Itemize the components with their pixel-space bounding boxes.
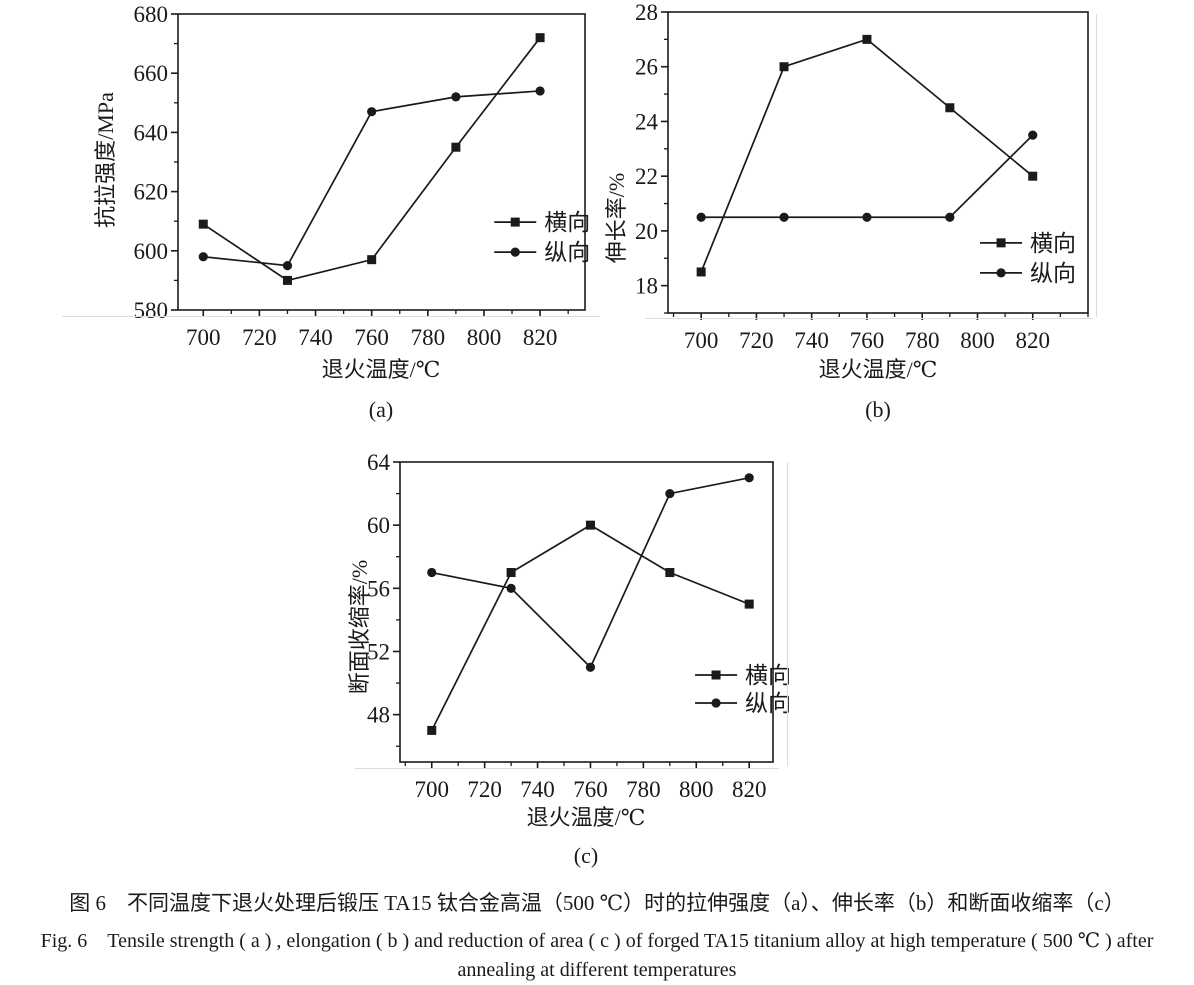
y-tick-label: 22 (635, 164, 658, 189)
x-tick-label: 780 (411, 325, 446, 350)
chart-c-sublabel: (c) (573, 843, 599, 868)
figure-caption-english-line2: annealing at different temperatures (457, 959, 737, 981)
chart-a-sublabel: (a) (368, 397, 394, 422)
scan-artifact-line (645, 318, 1093, 319)
y-tick-label: 640 (134, 120, 169, 145)
x-tick-label: 720 (467, 777, 502, 802)
y-tick-label: 48 (367, 703, 390, 728)
scan-artifact-line (787, 462, 788, 766)
x-tick-label: 820 (1015, 328, 1050, 353)
x-tick-label: 720 (739, 328, 774, 353)
y-tick-label: 680 (134, 2, 169, 27)
legend-label: 横向 (1030, 231, 1076, 256)
x-tick-label: 820 (732, 777, 767, 802)
x-tick-label: 780 (905, 328, 940, 353)
x-tick-label: 800 (679, 777, 714, 802)
y-tick-label: 52 (367, 639, 390, 664)
plot-border (399, 461, 774, 763)
y-tick-label: 600 (134, 239, 169, 264)
y-tick-label: 64 (367, 450, 391, 475)
legend-label: 纵向 (1030, 261, 1076, 286)
legend-label: 横向 (745, 663, 791, 688)
y-tick-label: 660 (134, 61, 169, 86)
plot-border (667, 11, 1089, 314)
y-tick-label: 24 (635, 109, 659, 134)
chart-b-y-axis-label: 伸长率/% (604, 172, 629, 264)
x-tick-label: 740 (794, 328, 829, 353)
x-tick-label: 740 (298, 325, 333, 350)
x-tick-label: 720 (242, 325, 277, 350)
x-tick-label: 820 (523, 325, 558, 350)
figure-caption-chinese: 图 6 不同温度下退火处理后锻压 TA15 钛合金高温（500 ℃）时的拉伸强度… (69, 891, 1125, 915)
x-tick-label: 760 (573, 777, 608, 802)
y-tick-label: 18 (635, 274, 658, 299)
series-transverse (696, 34, 1038, 277)
y-tick-label: 20 (635, 219, 658, 244)
axes: 700 720 740 760 780 800 820 580 600 620 640 660 680 (134, 2, 586, 350)
series-longitudinal (198, 86, 545, 271)
x-tick-label: 800 (960, 328, 995, 353)
legend-label: 纵向 (745, 691, 791, 716)
legend-label: 纵向 (544, 240, 590, 265)
chart-a-x-axis-label: 退火温度/℃ (321, 357, 441, 382)
x-tick-label: 700 (414, 777, 449, 802)
legend-label: 横向 (544, 210, 590, 235)
chart-b-sublabel: (b) (865, 397, 891, 422)
y-tick-label: 620 (134, 180, 169, 205)
scan-artifact-line (355, 768, 779, 769)
scan-artifact-line (62, 316, 600, 317)
y-tick-label: 580 (134, 298, 169, 323)
y-tick-label: 28 (635, 0, 658, 25)
x-tick-label: 760 (850, 328, 885, 353)
chart-b-x-axis-label: 退火温度/℃ (818, 357, 938, 382)
x-tick-label: 740 (520, 777, 555, 802)
series-longitudinal (427, 473, 754, 672)
chart-a-plot: 700 720 740 760 780 800 820 580 600 620 640 660 680 横… (134, 2, 591, 350)
axes: 700 720 740 760 780 800 820 18 20 22 24 26 28 (635, 0, 1089, 353)
axes: 700 720 740 760 780 800 820 48 52 56 60 64 (367, 450, 774, 802)
y-tick-label: 60 (367, 513, 390, 538)
figure-caption-english-line1: Fig. 6 Tensile strength ( a ) , elongati… (40, 930, 1154, 952)
x-tick-label: 760 (354, 325, 389, 350)
series-longitudinal (696, 130, 1038, 222)
x-tick-label: 700 (684, 328, 719, 353)
series-transverse (198, 33, 545, 285)
x-tick-label: 800 (467, 325, 502, 350)
scan-artifact-line (1096, 14, 1097, 317)
x-tick-label: 780 (626, 777, 661, 802)
y-tick-label: 56 (367, 576, 390, 601)
chart-c-x-axis-label: 退火温度/℃ (526, 805, 646, 830)
y-tick-label: 26 (635, 55, 658, 80)
series-transverse (427, 520, 754, 735)
x-tick-label: 700 (186, 325, 221, 350)
